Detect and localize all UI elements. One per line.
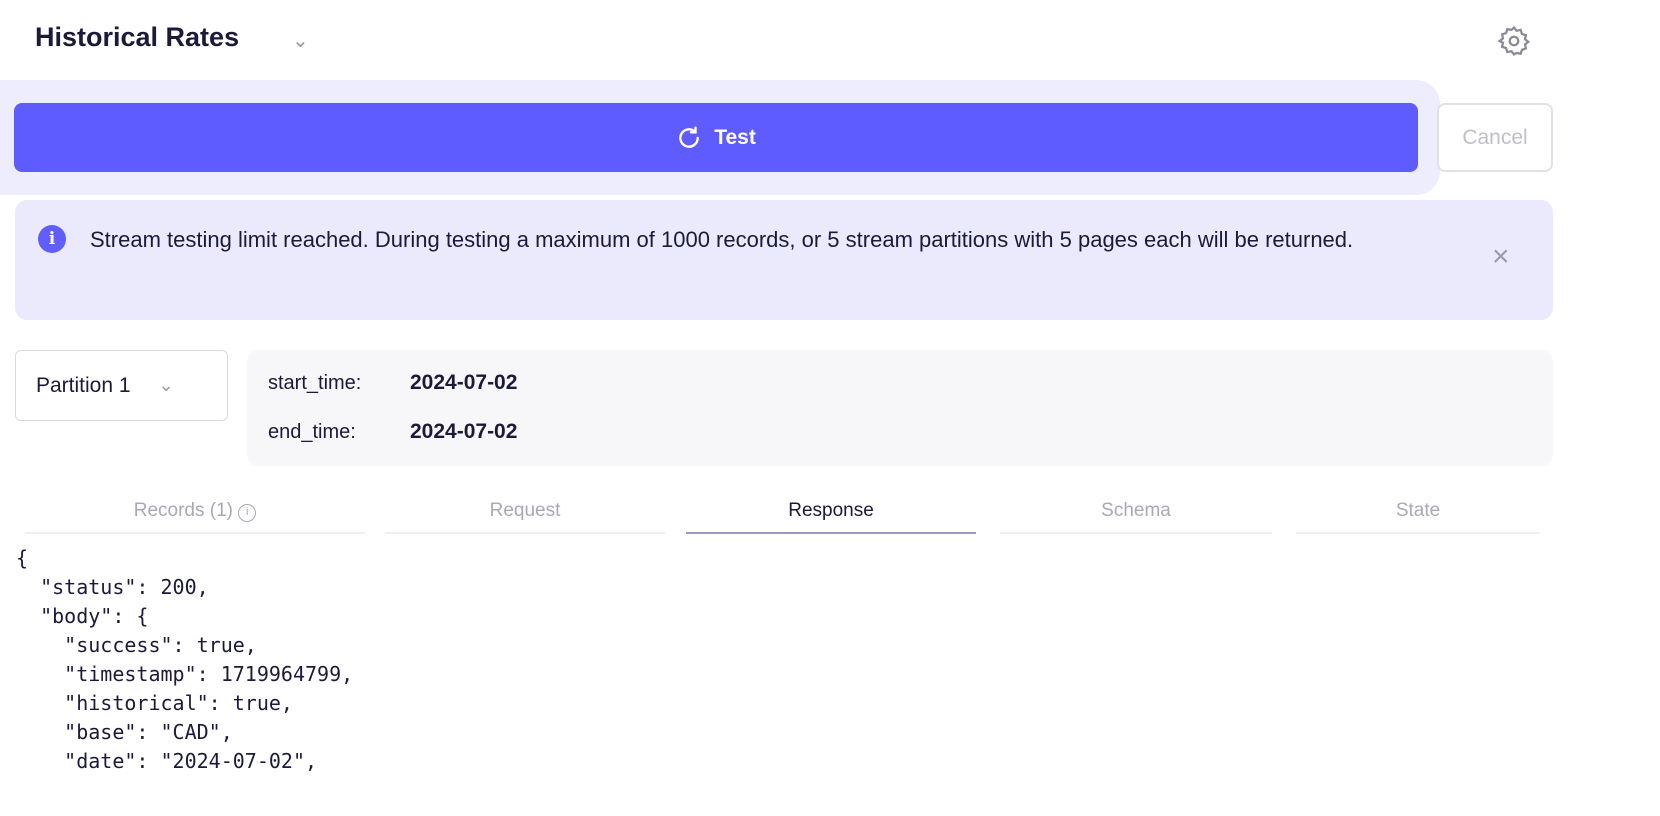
close-icon[interactable]: × — [1492, 240, 1510, 273]
test-button[interactable]: Test — [14, 103, 1418, 172]
chevron-down-icon[interactable]: ⌄ — [292, 30, 309, 52]
info-icon: i — [238, 504, 257, 522]
partition-params — [247, 350, 1553, 466]
test-label: Test — [714, 125, 756, 149]
chevron-down-icon: ⌄ — [158, 375, 174, 395]
cancel-button[interactable]: Cancel — [1437, 103, 1553, 172]
tab-schema[interactable]: Schema — [1000, 500, 1272, 534]
tab-records[interactable]: Records (1) i — [25, 500, 365, 534]
partition-selected: Partition 1 — [36, 373, 131, 397]
testing-limit-alert — [15, 200, 1553, 320]
gear-icon[interactable] — [1497, 24, 1531, 58]
tab-response[interactable]: Response — [686, 500, 976, 534]
partition-select[interactable]: Partition 1 ⌄ — [15, 350, 228, 421]
tab-state[interactable]: State — [1296, 500, 1540, 534]
start-time-label: start_time: — [268, 372, 362, 394]
end-time-value: 2024-07-02 — [410, 420, 518, 443]
response-json: { "status": 200, "body": { "success": tr… — [16, 546, 354, 773]
tab-request[interactable]: Request — [385, 500, 665, 534]
stream-title-dropdown[interactable]: Historical Rates — [35, 22, 240, 52]
info-icon: i — [38, 225, 66, 253]
alert-message: Stream testing limit reached. During tes… — [90, 227, 1354, 252]
end-time-label: end_time: — [268, 421, 356, 443]
refresh-icon — [679, 126, 700, 148]
start-time-value: 2024-07-02 — [410, 371, 518, 394]
